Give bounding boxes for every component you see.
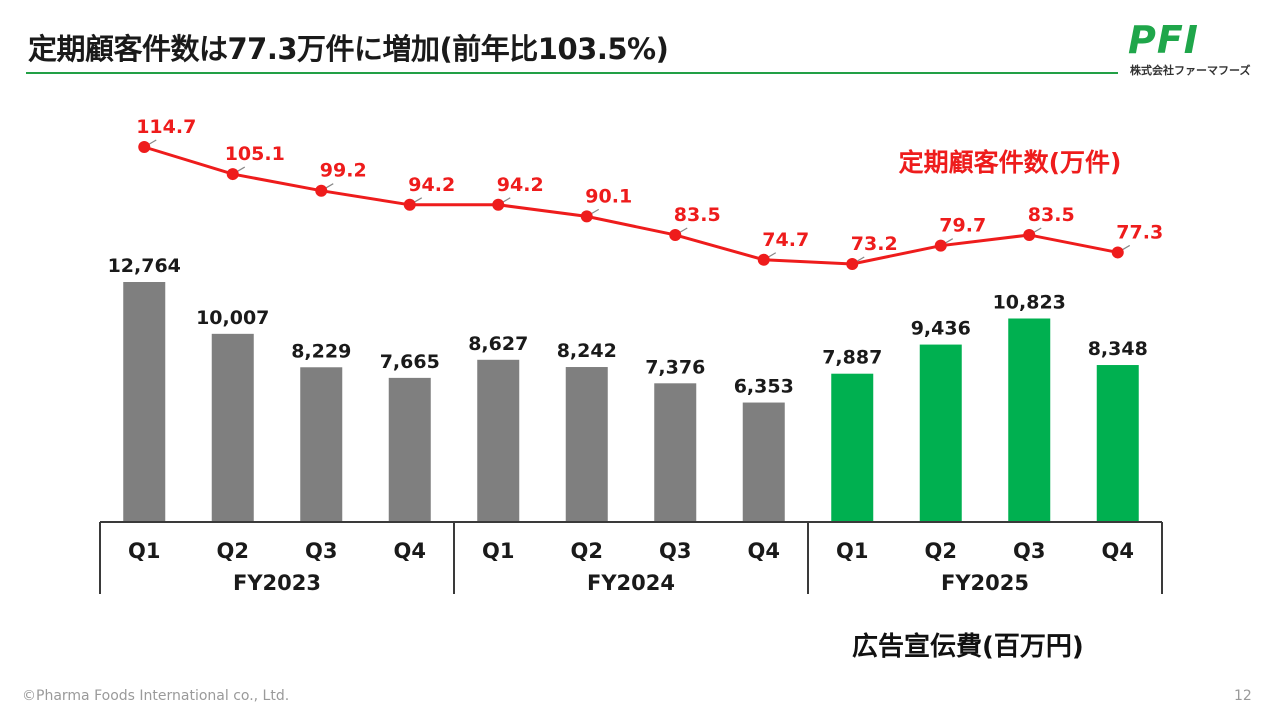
line-value-label: 74.7 xyxy=(762,229,809,251)
x-tick-label: Q2 xyxy=(217,539,249,563)
x-tick-label: Q3 xyxy=(305,539,337,563)
bar xyxy=(831,373,874,522)
line-series-legend: 定期顧客件数(万件) xyxy=(899,148,1122,177)
line-point xyxy=(934,239,947,252)
line-value-label: 105.1 xyxy=(225,143,285,165)
line-point xyxy=(1023,228,1036,241)
line-point xyxy=(1111,246,1124,259)
bar xyxy=(211,333,254,522)
line-point xyxy=(580,210,593,223)
group-label: FY2024 xyxy=(587,571,675,595)
title-divider xyxy=(26,72,1118,74)
line-value-label: 79.7 xyxy=(939,215,986,237)
bar-value-label: 7,376 xyxy=(645,356,705,378)
x-tick-label: Q2 xyxy=(925,539,957,563)
bars-layer: 12,764 10,007 8,229 7,665 8,627 8,242 7,376 6,3… xyxy=(108,255,1148,522)
line-value-label: 73.2 xyxy=(851,233,898,255)
group-label: FY2023 xyxy=(233,571,321,595)
bar xyxy=(388,377,431,522)
x-tick-label: Q2 xyxy=(571,539,603,563)
x-tick-label: Q3 xyxy=(1013,539,1045,563)
bar-value-label: 6,353 xyxy=(734,376,794,398)
page-title: 定期顧客件数は77.3万件に増加(前年比103.5%) xyxy=(28,32,669,66)
page-number: 12 xyxy=(1234,688,1252,704)
bar xyxy=(123,282,166,522)
bar-value-label: 10,007 xyxy=(196,307,269,329)
line-value-label: 94.2 xyxy=(408,174,455,196)
line-point xyxy=(315,184,328,197)
line-value-label: 77.3 xyxy=(1116,221,1163,243)
x-tick-label: Q4 xyxy=(1102,539,1134,563)
x-tick-label: Q3 xyxy=(659,539,691,563)
bar xyxy=(919,344,962,522)
bar xyxy=(300,367,343,522)
bar-value-label: 7,887 xyxy=(822,347,882,369)
bar-value-label: 8,242 xyxy=(557,340,617,362)
bar-series-legend: 広告宣伝費(百万円) xyxy=(852,632,1084,662)
bar xyxy=(742,402,785,522)
line-point xyxy=(757,253,770,266)
bar-value-label: 8,229 xyxy=(291,340,351,362)
line-point xyxy=(138,141,151,153)
line-point xyxy=(492,198,505,211)
group-label: FY2025 xyxy=(941,571,1029,595)
x-tick-label: Q1 xyxy=(128,539,160,563)
logo-mark: PFI xyxy=(1128,18,1199,62)
bar-value-label: 8,348 xyxy=(1088,338,1148,360)
company-logo: PFI 株式会社ファーマフーズ xyxy=(1122,18,1262,82)
bar-value-label: 10,823 xyxy=(993,291,1066,313)
line-value-label: 83.5 xyxy=(1028,204,1075,226)
line-series-path xyxy=(143,145,1119,266)
line-value-label: 114.7 xyxy=(136,116,196,138)
bar-value-label: 12,764 xyxy=(108,255,181,277)
x-tick-label: Q4 xyxy=(748,539,780,563)
line-value-label: 99.2 xyxy=(320,160,367,182)
bar-value-label: 7,665 xyxy=(380,351,440,373)
x-tick-label: Q1 xyxy=(482,539,514,563)
line-value-label: 94.2 xyxy=(497,174,544,196)
bar xyxy=(654,383,697,522)
bar xyxy=(477,359,520,522)
line-value-label: 90.1 xyxy=(585,185,632,207)
bar xyxy=(565,367,608,522)
x-tick-label: Q1 xyxy=(836,539,868,563)
x-tick-label: Q4 xyxy=(394,539,426,563)
bar-value-label: 8,627 xyxy=(468,333,528,355)
line-layer: 114.7 105.1 99.2 94.2 94.2 90.1 83.5 74.7 73.2 79… xyxy=(136,116,1163,270)
line-point xyxy=(846,258,859,270)
bar xyxy=(1096,365,1139,522)
copyright-footer: ©Pharma Foods International co., Ltd. xyxy=(22,688,290,704)
bar-value-label: 9,436 xyxy=(911,318,971,340)
axis-layer: Q1 Q2 Q3 Q4 Q1 Q2 Q3 Q4 Q1 Q2 Q3 Q4 FY2023 FY2024 FY20… xyxy=(99,521,1163,595)
line-point xyxy=(669,228,682,241)
line-point xyxy=(403,198,416,211)
bar xyxy=(1008,318,1051,522)
line-point xyxy=(226,168,239,181)
logo-company-name: 株式会社ファーマフーズ xyxy=(1130,64,1251,77)
line-value-label: 83.5 xyxy=(674,204,721,226)
